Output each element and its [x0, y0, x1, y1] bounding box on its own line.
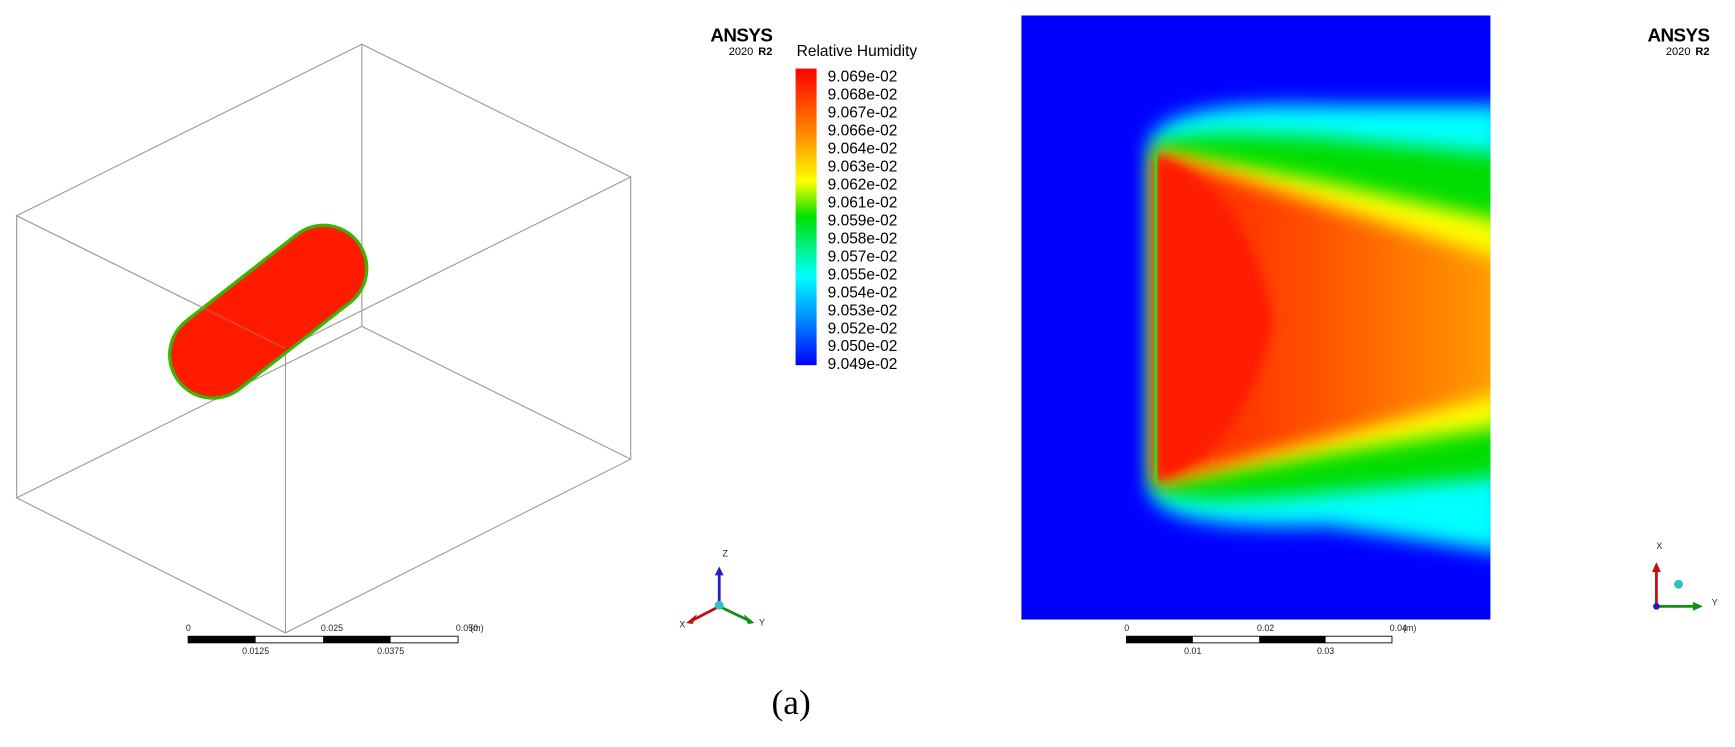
triad-x: X	[679, 620, 685, 630]
version-year: 2020	[1666, 46, 1691, 58]
scale-label: 0.050	[456, 623, 478, 633]
scale-unit: (m)	[1403, 623, 1416, 633]
axis-triad: Z Y X	[679, 549, 765, 630]
scale-labels: 0 0.025 0.050(m) 0.0125 0.0375	[186, 623, 484, 656]
version-release: R2	[758, 46, 772, 58]
scale-label: 0.02	[1257, 623, 1274, 633]
legend-label: 9.058e-02	[828, 230, 898, 247]
version: 2020 R2	[1666, 41, 1710, 61]
legend-label: 9.052e-02	[828, 320, 898, 337]
legend-label: 9.064e-02	[828, 140, 898, 157]
legend-label: 9.050e-02	[828, 338, 898, 355]
version-year: 2020	[729, 46, 754, 58]
scale-label: 0.01	[1184, 646, 1201, 656]
legend-label: 9.059e-02	[828, 212, 898, 229]
triad-z: Z	[723, 549, 729, 559]
triad-y: Y	[759, 617, 765, 627]
version: 2020 R2	[729, 41, 773, 61]
legend-label: 9.053e-02	[828, 302, 898, 319]
triad-x: X	[1656, 541, 1662, 551]
scale-bar	[187, 635, 459, 644]
version-release: R2	[1695, 46, 1709, 58]
logo: ANSYS	[710, 24, 772, 45]
triad-y: Y	[1712, 597, 1718, 607]
legend-label: 9.062e-02	[828, 176, 898, 193]
scale-label: 0.0125	[242, 646, 269, 656]
legend-label: 9.067e-02	[828, 105, 898, 122]
legend-label: 9.057e-02	[828, 248, 898, 265]
capsule-contour	[168, 223, 369, 400]
scale-label: 0.03	[1317, 646, 1334, 656]
colorbar	[795, 68, 817, 366]
scale-label: 0.04	[1390, 623, 1407, 633]
domain-box	[15, 43, 632, 634]
legend-label: 9.054e-02	[828, 284, 898, 301]
logo: ANSYS	[1648, 24, 1710, 45]
legend-label: 9.068e-02	[828, 87, 898, 104]
legend-label: 9.061e-02	[828, 194, 898, 211]
scale-bar	[1125, 635, 1393, 644]
scale-labels: 0 0.02 0.04(m) 0.01 0.03	[1124, 623, 1416, 656]
legend-label: 9.066e-02	[828, 122, 898, 139]
axis-triad: X Y	[1651, 541, 1718, 611]
scale-label: 0	[1124, 623, 1129, 633]
scale-label: 0.025	[321, 623, 343, 633]
legend-label: 9.069e-02	[828, 69, 898, 86]
legend-title: Relative Humidity	[797, 43, 918, 60]
legend-label: 9.063e-02	[828, 158, 898, 175]
scale-label: 0	[186, 623, 191, 633]
contour-plot	[1021, 15, 1491, 620]
caption: (a)	[772, 682, 811, 722]
legend-label: 9.049e-02	[828, 356, 898, 373]
scale-unit: (m)	[470, 623, 483, 633]
caption-text: (a)	[772, 682, 811, 722]
scale-label: 0.0375	[377, 646, 404, 656]
legend-label: 9.055e-02	[828, 266, 898, 283]
legend-labels: 9.069e-029.068e-029.067e-029.066e-029.06…	[828, 69, 898, 374]
